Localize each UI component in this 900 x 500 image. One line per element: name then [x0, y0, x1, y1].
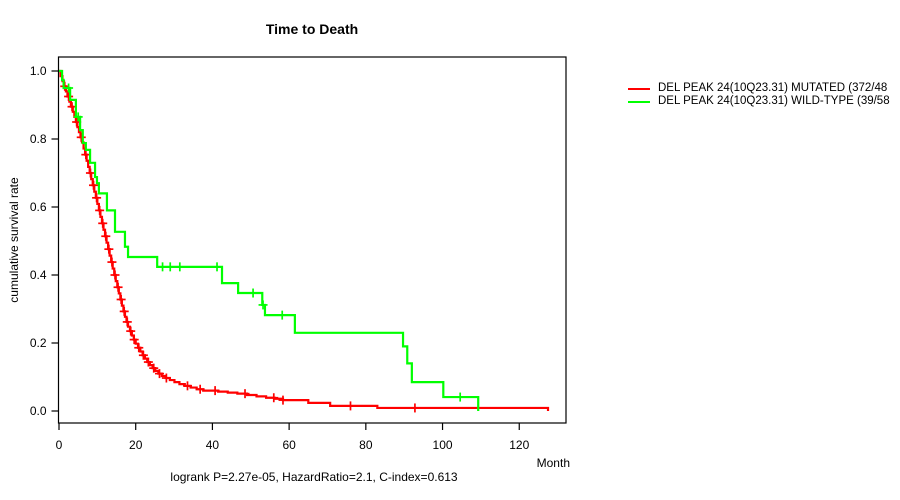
- legend: DEL PEAK 24(10Q23.31) MUTATED (372/48 DE…: [628, 82, 890, 108]
- legend-label-wildtype: DEL PEAK 24(10Q23.31) WILD-TYPE (39/58: [658, 95, 890, 107]
- legend-item-mutated: DEL PEAK 24(10Q23.31) MUTATED (372/48: [628, 82, 890, 95]
- y-tick-label: 0.2: [30, 336, 47, 350]
- legend-line-red-icon: [628, 87, 650, 90]
- x-axis-title: Month: [536, 456, 570, 470]
- x-tick-label: 80: [359, 438, 373, 452]
- x-tick-label: 40: [206, 438, 220, 452]
- y-axis-title-text: cumulative survival rate: [7, 177, 21, 303]
- y-tick-label: 1.0: [30, 64, 47, 78]
- km-curve-wildtype: [59, 69, 480, 411]
- x-tick-label: 120: [509, 438, 529, 452]
- legend-label-mutated: DEL PEAK 24(10Q23.31) MUTATED (372/48: [658, 82, 888, 94]
- y-tick-label: 0.0: [30, 404, 47, 418]
- y-tick-label: 0.6: [30, 200, 47, 214]
- stats-caption: logrank P=2.27e-05, HazardRatio=2.1, C-i…: [170, 470, 458, 484]
- y-tick-label: 0.8: [30, 132, 47, 146]
- x-tick-label: 60: [282, 438, 296, 452]
- x-tick-label: 20: [129, 438, 143, 452]
- legend-item-wildtype: DEL PEAK 24(10Q23.31) WILD-TYPE (39/58: [628, 95, 890, 108]
- plot-box: [57, 56, 567, 424]
- km-curve-mutated: [59, 69, 550, 411]
- legend-line-green-icon: [628, 100, 650, 103]
- y-tick-label: 0.4: [30, 268, 47, 282]
- x-tick-label: 100: [433, 438, 453, 452]
- chart-title: Time to Death: [265, 21, 359, 37]
- x-tick-label: 0: [56, 438, 63, 452]
